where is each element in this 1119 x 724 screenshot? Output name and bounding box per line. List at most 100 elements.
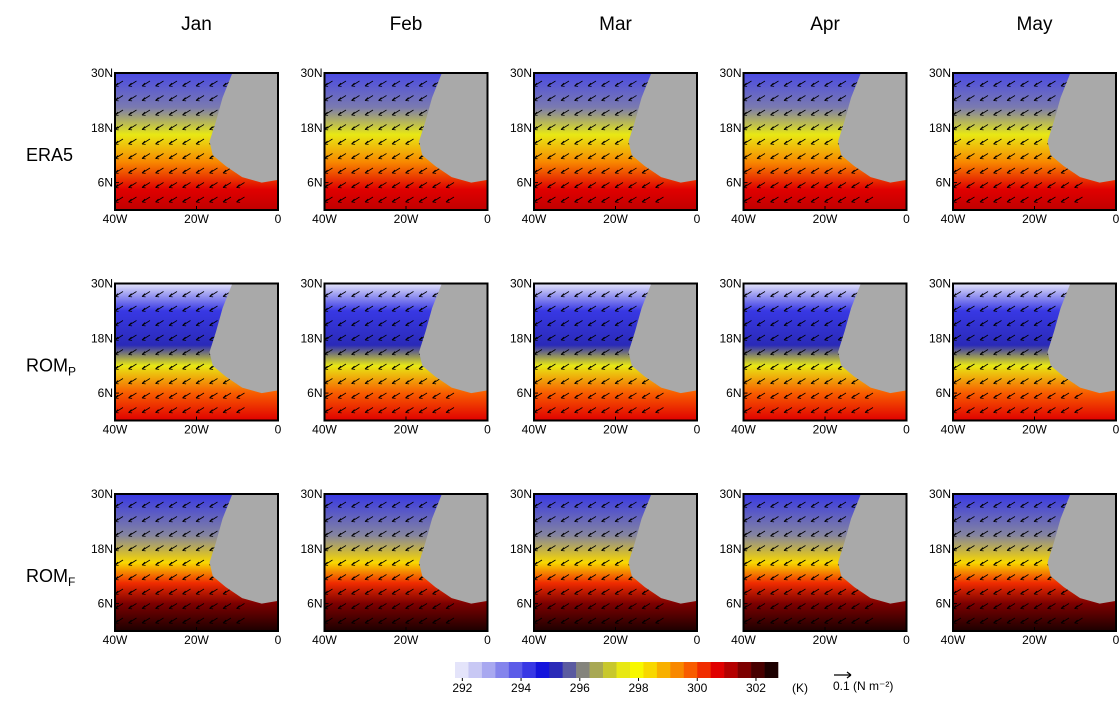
wind-arrow — [141, 334, 151, 341]
colorbar-tick-label: 292 — [452, 681, 472, 695]
wind-arrow — [1006, 588, 1016, 595]
wind-arrow — [966, 378, 975, 385]
colorbar-swatch — [576, 662, 590, 678]
x-tick-label: 20W — [813, 633, 838, 647]
wind-arrow — [837, 516, 847, 523]
wind-arrow — [337, 124, 347, 131]
wind-arrow — [770, 305, 779, 312]
wind-arrow — [601, 603, 610, 610]
y-tick-label: 30N — [91, 66, 113, 80]
wind-arrow — [966, 182, 975, 189]
y-tick-label: 30N — [929, 277, 951, 291]
wind-arrow — [851, 182, 860, 189]
wind-arrow — [628, 291, 637, 298]
land — [419, 494, 488, 604]
wind-arrow — [364, 603, 374, 610]
wind-arrow — [364, 80, 374, 87]
wind-arrow — [182, 334, 191, 341]
wind-arrow — [574, 588, 583, 595]
wind-arrow — [209, 305, 218, 312]
wind-arrow — [351, 530, 360, 537]
x-tick-label: 0 — [484, 633, 491, 647]
wind-arrow — [574, 516, 583, 523]
wind-arrow — [182, 196, 191, 203]
x-tick-label: 0 — [1113, 212, 1119, 226]
wind-arrow — [405, 182, 414, 189]
wind-arrow — [182, 109, 191, 116]
wind-arrow — [418, 617, 428, 624]
wind-arrow — [783, 109, 793, 116]
wind-arrow — [141, 349, 151, 356]
wind-arrow — [547, 588, 556, 595]
wind-arrow — [445, 182, 455, 189]
wind-arrow — [168, 603, 178, 610]
wind-arrow — [587, 378, 597, 385]
wind-arrow — [364, 407, 374, 414]
wind-arrow — [756, 167, 766, 174]
wind-arrow — [547, 545, 556, 552]
wind-arrow — [547, 305, 556, 312]
wind-arrow — [195, 574, 205, 581]
wind-arrow — [195, 80, 205, 87]
wind-arrow — [979, 80, 989, 87]
wind-arrow — [797, 516, 806, 523]
wind-arrow — [810, 363, 820, 370]
wind-arrow — [351, 124, 360, 131]
wind-arrow — [405, 196, 414, 203]
wind-arrow — [797, 95, 806, 102]
wind-arrow — [601, 349, 610, 356]
wind-arrow — [574, 95, 583, 102]
wind-arrow — [378, 363, 387, 370]
wind-arrow — [1006, 153, 1016, 160]
wind-arrow — [405, 95, 414, 102]
wind-arrow — [337, 363, 347, 370]
wind-arrow — [209, 407, 218, 414]
wind-arrow — [141, 109, 151, 116]
wind-arrow — [391, 196, 401, 203]
wind-arrow — [418, 196, 428, 203]
wind-arrow — [351, 378, 360, 385]
wind-arrow — [378, 574, 387, 581]
wind-arrow — [337, 334, 347, 341]
wind-arrow — [222, 167, 232, 174]
x-tick-label: 0 — [484, 212, 491, 226]
wind-arrow — [966, 305, 975, 312]
wind-arrow — [574, 501, 583, 508]
wind-arrow — [1033, 603, 1043, 610]
wind-arrow — [168, 545, 178, 552]
wind-arrow — [993, 516, 1002, 523]
wind-arrow — [1020, 196, 1029, 203]
y-tick-label: 30N — [91, 487, 113, 501]
row-label-sub: P — [68, 365, 76, 379]
y-tick-label: 6N — [307, 176, 322, 190]
wind-arrow — [405, 334, 414, 341]
y-tick-label: 18N — [929, 542, 951, 556]
wind-arrow — [391, 603, 401, 610]
wind-arrow — [432, 407, 441, 414]
wind-arrow — [1033, 167, 1043, 174]
wind-arrow — [614, 138, 624, 145]
wind-arrow — [756, 407, 766, 414]
wind-arrow — [155, 109, 164, 116]
wind-arrow — [797, 392, 806, 399]
wind-arrow — [351, 153, 360, 160]
wind-arrow — [1047, 167, 1056, 174]
y-tick-label: 6N — [726, 597, 741, 611]
wind-arrow — [182, 320, 191, 327]
wind-arrow — [756, 95, 766, 102]
wind-arrow — [432, 588, 441, 595]
wind-arrow — [810, 196, 820, 203]
land — [838, 73, 907, 183]
wind-arrow — [574, 138, 583, 145]
colorbar-tick-label: 296 — [570, 681, 590, 695]
wind-arrow — [364, 501, 374, 508]
wind-arrow — [391, 363, 401, 370]
wind-arrow — [1020, 95, 1029, 102]
wind-arrow — [560, 95, 570, 102]
y-tick-label: 6N — [98, 386, 113, 400]
wind-arrow — [1033, 530, 1043, 537]
wind-arrow — [141, 124, 151, 131]
wind-arrow — [351, 559, 360, 566]
wind-arrow — [587, 516, 597, 523]
x-tick-label: 40W — [312, 423, 337, 437]
